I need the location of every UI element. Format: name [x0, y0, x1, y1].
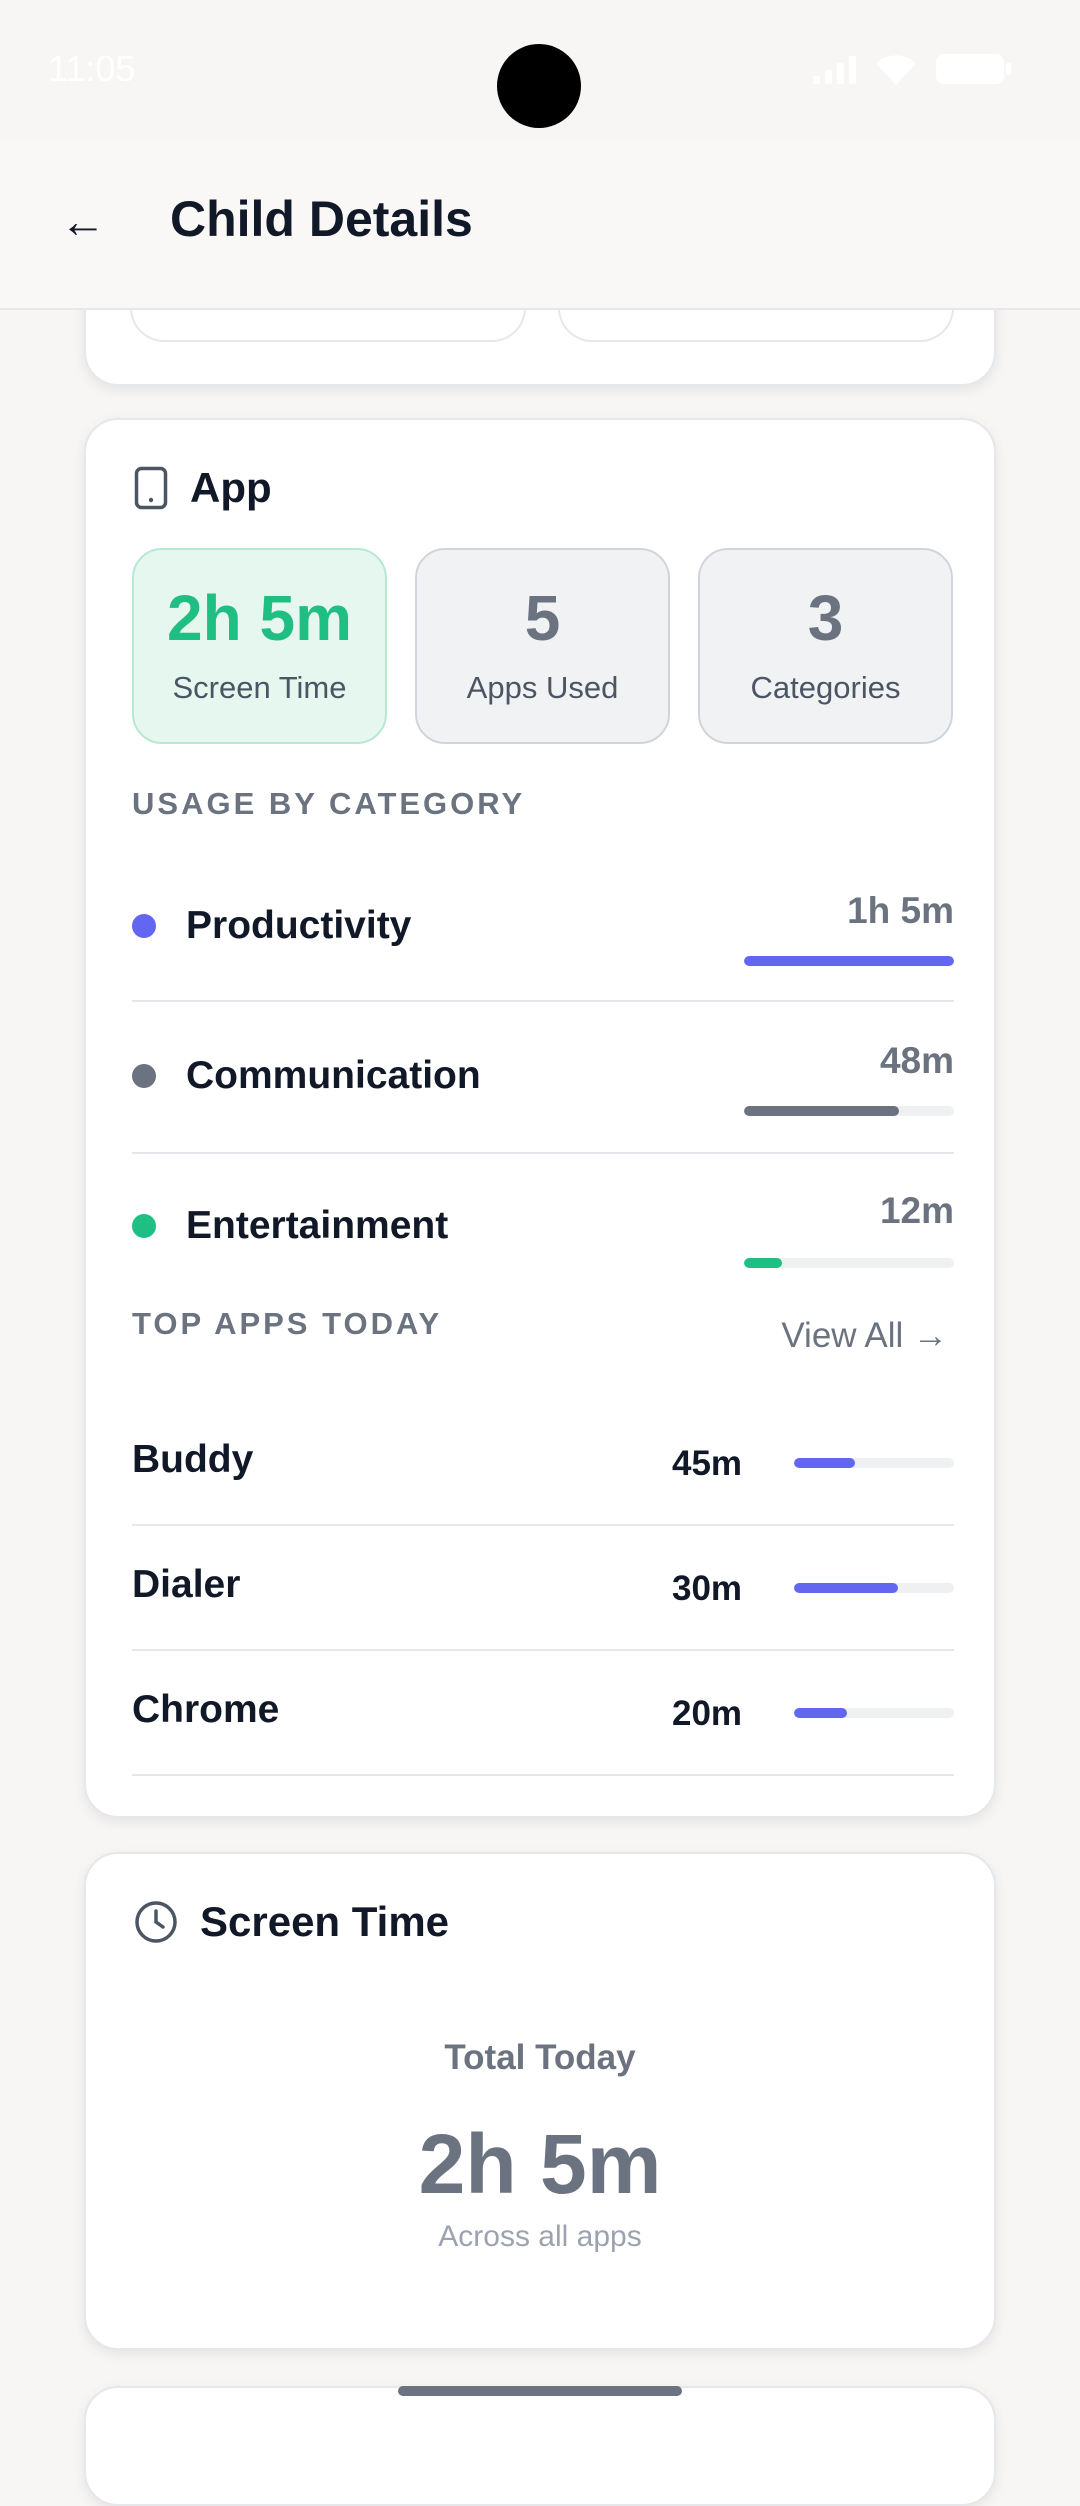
screen-time-card-header: Screen Time — [134, 1898, 449, 1946]
app-card-title: App — [190, 464, 272, 511]
category-row-communication[interactable]: Communication 48m — [132, 1002, 954, 1154]
stat-label: Apps Used — [466, 670, 619, 705]
total-today-label: Total Today — [444, 2038, 636, 2077]
total-today-subtitle: Across all apps — [438, 2220, 642, 2253]
back-button[interactable]: ← — [60, 195, 106, 247]
stat-label: Screen Time — [172, 670, 347, 705]
category-bar-fill — [744, 1258, 782, 1268]
top-app-row-buddy[interactable]: Buddy 45m — [132, 1400, 954, 1526]
app-time: 20m — [672, 1694, 743, 1733]
category-bar-fill — [744, 956, 954, 966]
category-name: Communication — [186, 1054, 481, 1097]
next-card — [84, 2386, 996, 2506]
camera-cutout — [497, 44, 581, 128]
category-dot — [132, 914, 156, 938]
status-time: 11:05 — [48, 48, 136, 89]
app-name: Buddy — [132, 1438, 254, 1481]
home-indicator[interactable] — [398, 2386, 682, 2396]
category-dot — [132, 1214, 156, 1238]
app-bar-fill — [794, 1708, 847, 1718]
app-bar — [794, 1583, 954, 1593]
app-header: ← Child Details — [0, 140, 1080, 310]
status-bar: 11:05 — [0, 0, 1080, 140]
app-bar — [794, 1458, 954, 1468]
clock-icon — [135, 1901, 177, 1943]
stat-apps-used: 5 Apps Used — [415, 548, 670, 744]
top-app-row-dialer[interactable]: Dialer 30m — [132, 1525, 954, 1651]
category-time: 12m — [879, 1190, 954, 1231]
battery-icon — [936, 54, 1011, 84]
stat-value: 2h 5m — [167, 582, 352, 654]
app-bar-fill — [794, 1583, 898, 1593]
stat-value: 5 — [524, 582, 561, 654]
category-time: 48m — [879, 1040, 954, 1081]
screen-time-card-title: Screen Time — [200, 1898, 450, 1945]
top-apps-label: TOP APPS TODAY — [132, 1306, 443, 1341]
signal-icon — [813, 54, 856, 84]
screen-time-card: Screen Time Total Today 2h 5m Across all… — [84, 1852, 996, 2350]
category-row-entertainment[interactable]: Entertainment 12m — [132, 1154, 954, 1304]
app-bar-fill — [794, 1458, 855, 1468]
category-bar — [744, 1106, 954, 1116]
category-name: Entertainment — [186, 1204, 449, 1247]
category-bar-fill — [744, 1106, 900, 1116]
page-title: Child Details — [170, 191, 473, 247]
category-time: 1h 5m — [847, 890, 954, 931]
app-name: Chrome — [132, 1688, 280, 1731]
top-app-row-chrome[interactable]: Chrome 20m — [132, 1650, 954, 1776]
stat-screen-time: 2h 5m Screen Time — [132, 548, 387, 744]
view-all-link[interactable]: View All → — [781, 1316, 948, 1355]
app-time: 30m — [672, 1569, 743, 1608]
stat-label: Categories — [750, 670, 901, 705]
category-bar — [744, 1258, 954, 1268]
stat-value: 3 — [807, 582, 844, 654]
category-bar — [744, 956, 954, 966]
stats-row: 2h 5m Screen Time 5 Apps Used 3 Categori… — [132, 548, 953, 744]
total-today-value: 2h 5m — [418, 2117, 662, 2211]
usage-by-category-label: USAGE BY CATEGORY — [132, 786, 526, 821]
category-dot — [132, 1064, 156, 1088]
wifi-icon — [876, 55, 916, 85]
app-name: Dialer — [132, 1563, 241, 1606]
category-name: Productivity — [186, 904, 412, 947]
app-card-header: App — [134, 464, 272, 512]
stat-categories: 3 Categories — [698, 548, 953, 744]
app-time: 45m — [672, 1444, 743, 1483]
app-bar — [794, 1708, 954, 1718]
phone-icon — [134, 466, 168, 510]
status-icons — [813, 52, 1011, 86]
app-usage-card: App 2h 5m Screen Time 5 Apps Used 3 Cate… — [84, 418, 996, 1818]
category-row-productivity[interactable]: Productivity 1h 5m — [132, 850, 954, 1002]
